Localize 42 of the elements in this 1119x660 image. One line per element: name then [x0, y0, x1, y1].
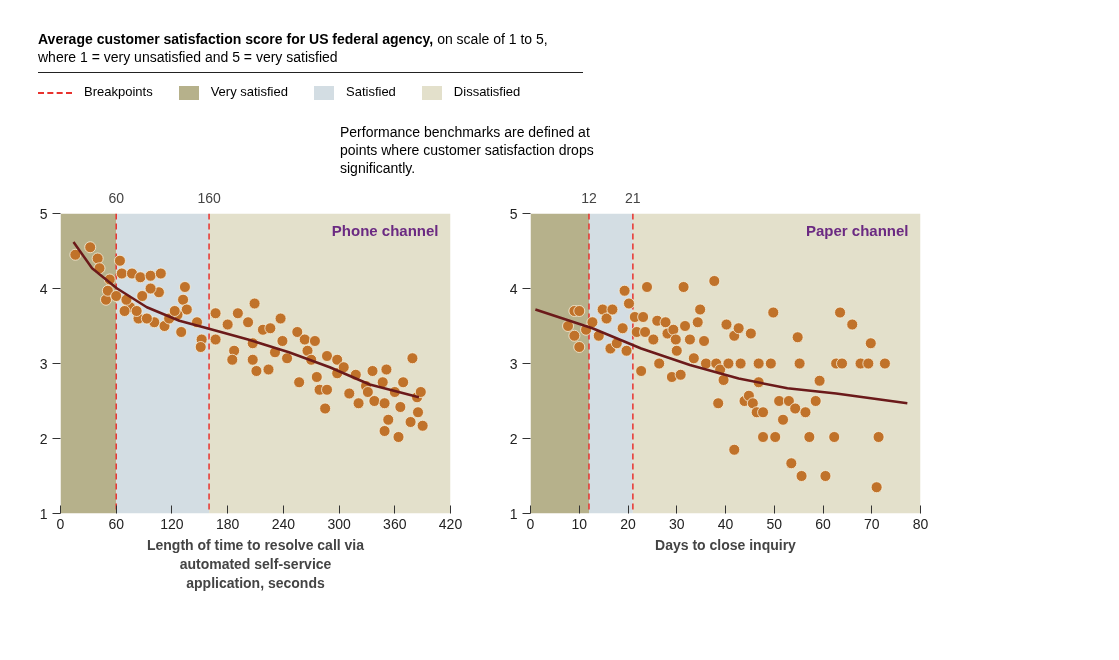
- x-tick-label: 420: [438, 515, 463, 532]
- x-tick-label: 10: [571, 515, 588, 532]
- y-tick-label: 2: [39, 430, 48, 447]
- y-tick-label: 3: [39, 355, 48, 372]
- x-tick-label: 20: [620, 515, 636, 532]
- ref-line-label: 21: [625, 189, 641, 206]
- text: Average customer satisfaction score for US federal agency, on scale of 1 to 5, where 1 = very unsatisfied and 5 = very satisfied: [38, 31, 548, 66]
- legend-label: Dissatisfied: [452, 84, 521, 100]
- y-tick-label: 2: [509, 430, 518, 447]
- x-tick-label: 0: [56, 515, 65, 532]
- x-tick-label: 60: [108, 515, 125, 532]
- x-tick-label: 0: [526, 515, 535, 532]
- text: Phone channel: [331, 221, 439, 239]
- legend-title: Breakpoints: [83, 84, 153, 100]
- x-axis-title: Length of time to resolve call via automated self-service application, seconds: [146, 536, 365, 592]
- text: Performance benchmarks are defined at points where customer satisfaction drops significantly.: [340, 122, 595, 178]
- x-tick-label: 360: [383, 515, 407, 532]
- x-tick-label: 300: [327, 515, 351, 532]
- x-axis-title: Days to close inquiry: [655, 536, 797, 553]
- x-tick-label: 50: [766, 515, 783, 532]
- x-tick-label: 40: [717, 515, 734, 532]
- text: Paper channel: [805, 221, 909, 239]
- ref-line-label: 60: [108, 189, 125, 206]
- x-tick-label: 240: [271, 515, 296, 532]
- ref-line-label: 12: [581, 189, 597, 206]
- y-tick-label: 5: [509, 205, 518, 222]
- y-tick-label: 4: [509, 280, 518, 297]
- line-series: [534, 308, 909, 405]
- y-tick-label: 3: [509, 355, 518, 372]
- x-tick-label: 120: [160, 515, 184, 532]
- x-tick-label: 180: [215, 515, 240, 532]
- y-tick-label: 1: [509, 505, 518, 522]
- legend-label: Satisfied: [345, 84, 396, 100]
- legend-label: Very satisfied: [209, 84, 288, 100]
- x-tick-label: 70: [863, 515, 880, 532]
- y-tick-label: 5: [39, 205, 48, 222]
- ref-line-label: 160: [197, 189, 221, 206]
- x-tick-label: 80: [912, 515, 929, 532]
- x-tick-label: 60: [815, 515, 831, 532]
- x-tick-label: 30: [668, 515, 685, 532]
- y-tick-label: 1: [39, 505, 48, 522]
- y-tick-label: 4: [39, 280, 48, 297]
